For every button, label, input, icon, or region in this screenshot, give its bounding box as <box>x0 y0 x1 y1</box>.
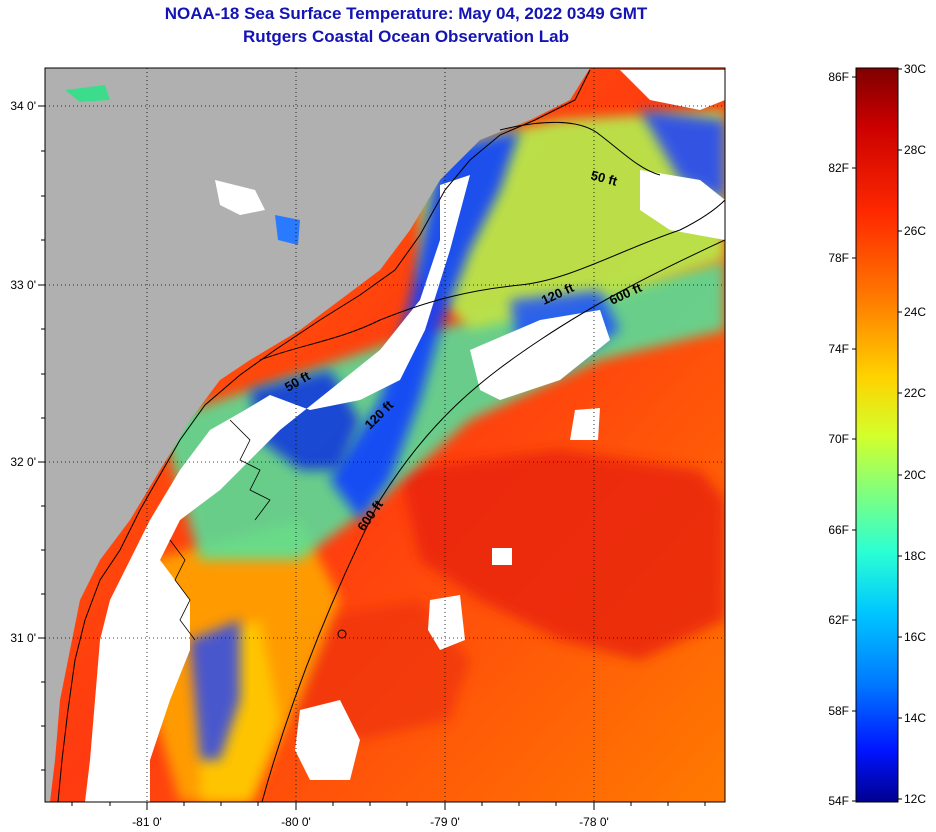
map-subtitle: Rutgers Coastal Ocean Observation Lab <box>243 27 569 46</box>
cloud-mid <box>428 595 465 650</box>
graticule <box>45 68 725 802</box>
colorbar-c-20: 20C <box>904 468 926 482</box>
map-title: NOAA-18 Sea Surface Temperature: May 04,… <box>164 4 648 23</box>
colorbar-f-54: 54F <box>828 794 849 808</box>
colorbar-f-74: 74F <box>828 342 849 356</box>
land-mass <box>45 68 590 802</box>
colorbar-f-70: 70F <box>828 432 849 446</box>
coastline-islands <box>169 419 271 641</box>
cloud-south <box>295 700 360 780</box>
colorbar-c-26: 26C <box>904 224 926 238</box>
colorbar-f-66: 66F <box>828 523 849 537</box>
colorbar-c-12: 12C <box>904 792 926 806</box>
colorbar-f-58: 58F <box>828 704 849 718</box>
cloud-island-1 <box>215 180 265 215</box>
lat-label-33: 33 0' <box>10 278 36 292</box>
colorbar-f-82: 82F <box>828 161 849 175</box>
colorbar-c-28: 28C <box>904 143 926 157</box>
warm-core <box>400 450 725 660</box>
cloud-east-1 <box>570 408 600 440</box>
lat-label-31: 31 0' <box>10 631 36 645</box>
colorbar-f-62: 62F <box>828 613 849 627</box>
colorbar-c-16: 16C <box>904 630 926 644</box>
isobath-50ft-north <box>499 121 661 176</box>
lon-label-80: -80 0' <box>281 815 311 829</box>
colorbar: 86F 82F 78F 74F 70F 66F 62F 58F 54F 30C … <box>828 62 926 808</box>
cloud-coastal <box>85 175 470 802</box>
colorbar-c-30: 30C <box>904 62 926 76</box>
cloud-shelf <box>470 310 610 400</box>
lon-label-78: -78 0' <box>579 815 609 829</box>
isobath-contours <box>259 121 725 802</box>
sst-data-layer <box>45 68 725 802</box>
cloud-northeast-2 <box>640 170 725 240</box>
lon-label-79: -79 0' <box>430 815 460 829</box>
isobath-120ft <box>259 199 725 361</box>
colorbar-f-78: 78F <box>828 251 849 265</box>
lon-label-81: -81 0' <box>132 815 162 829</box>
map-frame <box>44 67 726 803</box>
colorbar-c-14: 14C <box>904 711 926 725</box>
lat-label-34: 34 0' <box>10 99 36 113</box>
colorbar-f-86: 86F <box>828 70 849 84</box>
cloud-northeast <box>620 70 725 110</box>
colorbar-c-24: 24C <box>904 305 926 319</box>
axis-ticks <box>38 105 706 810</box>
lat-label-32: 32 0' <box>10 455 36 469</box>
isobath-600ft <box>261 239 725 802</box>
colorbar-gradient <box>855 67 899 803</box>
cloud-east-2 <box>492 548 512 565</box>
colorbar-c-18: 18C <box>904 549 926 563</box>
cold-band-3 <box>640 110 725 200</box>
cold-island <box>275 215 300 245</box>
colorbar-c-22: 22C <box>904 386 926 400</box>
inland-patch <box>65 85 110 102</box>
coastline <box>57 69 591 802</box>
isobath-label-50ft: 50 ft <box>589 167 619 189</box>
cold-band-5 <box>190 620 240 760</box>
colorbar-ticks <box>852 68 902 802</box>
